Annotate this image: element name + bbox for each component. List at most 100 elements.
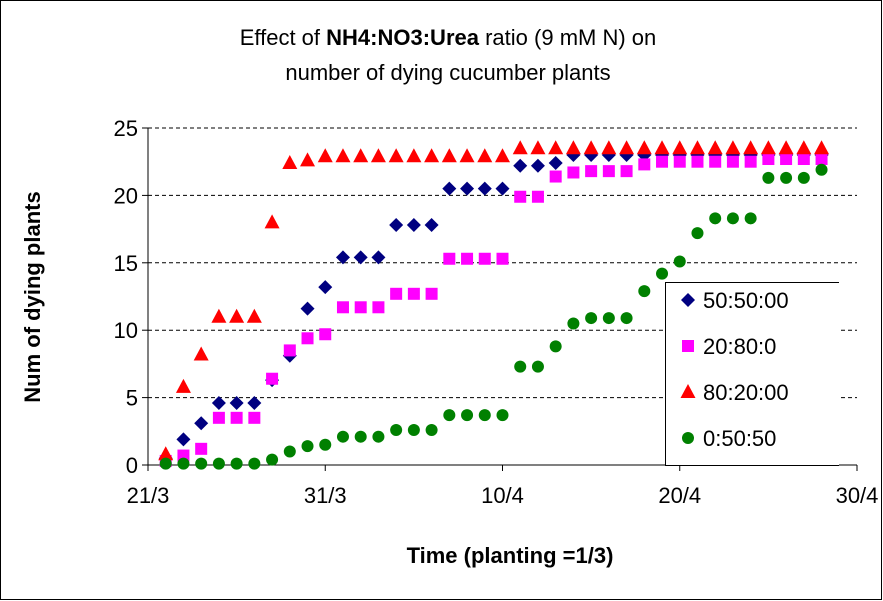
data-point: [353, 148, 369, 163]
data-point: [638, 158, 651, 171]
data-point: [620, 312, 633, 325]
legend-box: [665, 282, 839, 466]
data-point: [318, 280, 333, 295]
data-point: [760, 140, 776, 155]
data-point: [283, 344, 296, 357]
data-point: [496, 409, 509, 422]
y-axis-label: Num of dying plants: [20, 191, 45, 402]
data-point: [478, 409, 491, 422]
legend-label: 20:80:0: [703, 334, 776, 359]
data-point: [691, 227, 704, 240]
data-point: [229, 395, 244, 410]
data-point: [176, 432, 191, 447]
title-text: Effect of: [240, 25, 321, 50]
data-point: [602, 312, 615, 325]
x-axis-label: Time (planting =1/3): [407, 543, 614, 568]
data-point: [389, 218, 404, 233]
title-text: ratio (9 mM N) on: [485, 25, 656, 50]
data-point: [691, 155, 704, 168]
data-point: [230, 411, 243, 424]
data-point: [585, 312, 598, 325]
data-point: [353, 250, 368, 265]
data-point: [372, 430, 385, 443]
y-tick-label: 5: [126, 386, 138, 411]
data-point: [336, 430, 349, 443]
data-point: [425, 423, 438, 436]
data-point: [406, 218, 421, 233]
data-point: [656, 155, 669, 168]
data-point: [513, 158, 528, 173]
data-point: [211, 308, 227, 323]
data-point: [442, 181, 457, 196]
data-point: [477, 148, 493, 163]
y-tick-label: 0: [126, 453, 138, 478]
data-point: [565, 140, 581, 155]
data-point: [815, 153, 828, 166]
data-point: [406, 148, 422, 163]
data-point: [619, 140, 635, 155]
data-point: [726, 212, 739, 225]
data-point: [620, 165, 633, 178]
data-point: [495, 148, 510, 163]
data-point: [531, 360, 544, 373]
legend-marker: [682, 340, 694, 352]
data-point: [175, 378, 191, 393]
title-emphasis: NH4:NO3:Urea: [326, 25, 480, 50]
data-point: [815, 163, 828, 176]
data-point: [336, 301, 349, 314]
x-tick-label: 21/3: [127, 483, 170, 508]
data-point: [441, 148, 457, 163]
data-point: [266, 453, 279, 466]
data-point: [159, 457, 172, 470]
data-point: [370, 148, 386, 163]
data-point: [460, 181, 475, 196]
data-point: [195, 442, 208, 455]
data-point: [531, 190, 544, 203]
legend-marker: [682, 432, 694, 444]
data-point: [388, 148, 404, 163]
data-point: [248, 457, 261, 470]
data-point: [229, 308, 245, 323]
data-point: [443, 409, 456, 422]
data-point: [372, 301, 385, 314]
y-tick-label: 10: [114, 318, 138, 343]
data-point: [443, 252, 456, 265]
data-point: [247, 395, 262, 410]
data-point: [548, 156, 563, 171]
data-point: [354, 301, 367, 314]
data-point: [548, 140, 564, 155]
data-point: [317, 148, 333, 163]
data-point: [424, 148, 440, 163]
data-point: [654, 140, 670, 155]
data-point: [158, 446, 174, 461]
data-point: [762, 153, 775, 166]
data-point: [319, 438, 332, 451]
data-point: [725, 140, 741, 155]
legend-label: 0:50:50: [703, 426, 776, 451]
data-point: [601, 140, 617, 155]
data-point: [283, 445, 296, 458]
legend-marker: [680, 384, 696, 398]
data-point: [567, 166, 580, 179]
data-point: [335, 250, 350, 265]
x-tick-label: 20/4: [658, 483, 701, 508]
data-point: [495, 181, 510, 196]
data-point: [266, 372, 279, 385]
y-tick-label: 15: [114, 251, 138, 276]
legend-label: 50:50:00: [703, 288, 789, 313]
data-point: [673, 255, 686, 268]
data-point: [726, 155, 739, 168]
data-point: [707, 140, 723, 155]
data-point: [656, 267, 669, 280]
data-point: [300, 152, 316, 167]
data-point: [459, 148, 475, 163]
data-point: [780, 171, 793, 184]
y-tick-label: 25: [114, 116, 138, 141]
data-point: [248, 411, 261, 424]
data-point: [230, 457, 243, 470]
data-point: [212, 411, 225, 424]
chart-title: number of dying cucumber plants: [285, 60, 610, 85]
data-point: [177, 457, 190, 470]
data-point: [300, 301, 315, 316]
data-point: [797, 153, 810, 166]
